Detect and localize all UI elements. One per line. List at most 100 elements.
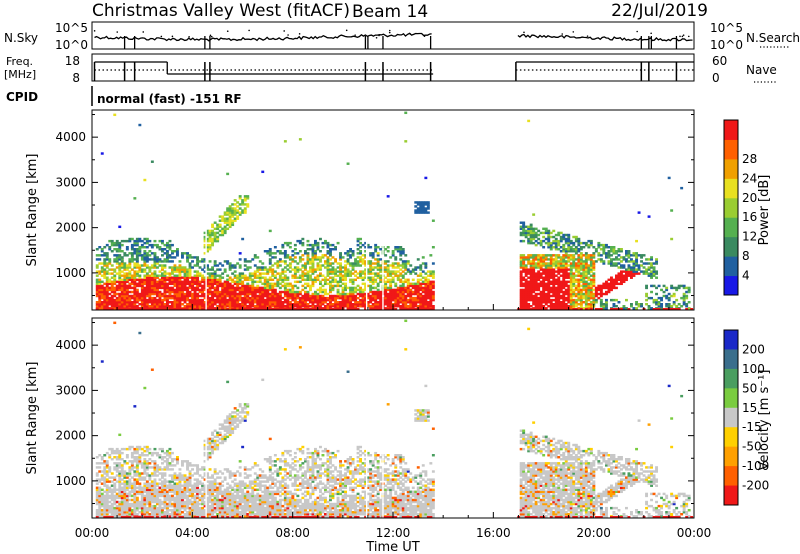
power-echo-cell (579, 280, 583, 284)
power-echo-cell (314, 294, 317, 298)
power-echo-cell (589, 288, 593, 292)
power-echo-cell (376, 266, 380, 269)
velocity-echo-cell (143, 470, 147, 473)
power-echo-cell (534, 227, 538, 231)
velocity-echo-cell (138, 482, 142, 485)
velocity-echo-cell (143, 458, 147, 461)
power-echo-cell (296, 290, 300, 294)
power-echo-cell (196, 301, 200, 304)
power-echo-cell (314, 254, 317, 257)
power-echo-cell (351, 254, 355, 257)
power-echo-cell (115, 296, 119, 300)
power-echo-cell (314, 276, 317, 279)
power-echo-cell (213, 292, 217, 296)
power-echo-cell (562, 262, 566, 265)
power-echo-cell (401, 286, 405, 290)
velocity-echo-cell (103, 504, 107, 508)
power-echo-cell (246, 298, 250, 302)
power-echo-cell (304, 264, 307, 267)
power-echo-cell (620, 266, 623, 269)
power-echo-cell (206, 239, 210, 243)
power-echo-cell (341, 286, 345, 290)
power-echo-cell (105, 258, 109, 261)
power-echo-cell (311, 303, 315, 306)
power-echo-cell (208, 280, 212, 284)
power-echo-cell (314, 296, 317, 300)
power-echo-cell (186, 290, 190, 294)
power-echo-cell (572, 256, 576, 259)
power-echo-cell (527, 298, 531, 302)
power-echo-cell (677, 303, 681, 306)
power-echo-cell (366, 260, 370, 263)
power-echo-cell (208, 278, 212, 282)
power-echo-cell (625, 268, 628, 271)
power-echo-cell (206, 264, 210, 267)
power-echo-cell (627, 270, 631, 273)
power-echo-cell (627, 274, 631, 277)
power-echo-cell (409, 292, 413, 296)
velocity-echo-cell (108, 447, 112, 451)
power-echo-cell (298, 256, 302, 259)
power-echo-cell (133, 272, 137, 275)
velocity-echo-cell (125, 494, 129, 498)
power-echo-cell (559, 270, 563, 273)
velocity-echo-cell (150, 498, 154, 502)
velocity-echo-cell (133, 470, 137, 473)
power-echo-cell (100, 248, 104, 251)
power-echo-cell (135, 298, 139, 302)
power-echo-cell (253, 307, 257, 310)
power-echo-cell (246, 195, 250, 198)
power-echo-cell (196, 286, 200, 290)
power-echo-cell (384, 262, 388, 265)
power-echo-cell (554, 258, 558, 261)
power-echo-cell (549, 231, 553, 235)
power-echo-cell (221, 292, 225, 296)
power-echo-cell (241, 292, 245, 296)
power-echo-cell (283, 256, 287, 259)
power-echo-cell (208, 282, 212, 286)
power-echo-cell (110, 303, 114, 306)
power-echo-cell (306, 270, 310, 273)
power-echo-cell (527, 296, 531, 300)
power-echo-cell (248, 260, 252, 263)
power-echo-cell (331, 294, 335, 298)
power-echo-cell (599, 303, 603, 306)
power-echo-cell (564, 298, 568, 302)
power-echo-cell (567, 290, 571, 294)
power-echo-cell (145, 290, 149, 294)
velocity-echo-cell (148, 451, 152, 455)
power-echo-cell (228, 221, 232, 224)
power-echo-cell (150, 301, 154, 304)
velocity-echo-cell (115, 488, 119, 492)
power-echo-cell (391, 270, 395, 273)
velocity-echo-cell (115, 451, 119, 455)
power-echo-cell (288, 292, 292, 296)
power-echo-cell (268, 305, 272, 308)
power-echo-cell (191, 288, 195, 292)
power-echo-cell (429, 303, 433, 306)
power-echo-cell (128, 272, 132, 275)
power-echo-cell (602, 303, 606, 306)
power-echo-cell (183, 294, 187, 298)
power-echo-cell (246, 288, 250, 292)
power-echo-cell (123, 294, 127, 298)
power-echo-cell (584, 303, 588, 306)
velocity-echo-cell (123, 462, 127, 465)
power-echo-cell (552, 246, 556, 249)
power-echo-cell (404, 140, 408, 143)
power-echo-cell (301, 241, 305, 245)
power-echo-cell (201, 276, 205, 279)
power-echo-cell (276, 303, 280, 306)
power-echo-cell (316, 243, 320, 247)
power-echo-cell (133, 307, 137, 310)
power-echo-cell (221, 231, 225, 235)
power-echo-cell (216, 282, 220, 286)
power-echo-cell (589, 301, 593, 304)
power-echo-cell (632, 254, 636, 257)
power-echo-cell (539, 274, 543, 277)
power-echo-cell (261, 292, 265, 296)
velocity-echo-cell (120, 496, 124, 500)
power-echo-cell (532, 272, 536, 275)
power-echo-cell (246, 296, 250, 300)
power-echo-cell (615, 278, 618, 282)
